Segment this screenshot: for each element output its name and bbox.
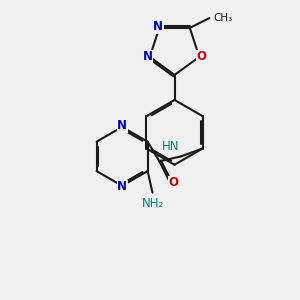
- Text: N: N: [143, 50, 153, 63]
- Text: CH₃: CH₃: [213, 13, 232, 23]
- Text: O: O: [168, 176, 178, 189]
- Text: HN: HN: [161, 140, 179, 153]
- Text: N: N: [117, 119, 127, 133]
- Text: N: N: [117, 180, 127, 193]
- Text: O: O: [196, 50, 206, 63]
- Text: N: N: [153, 20, 163, 33]
- Text: NH₂: NH₂: [141, 196, 164, 210]
